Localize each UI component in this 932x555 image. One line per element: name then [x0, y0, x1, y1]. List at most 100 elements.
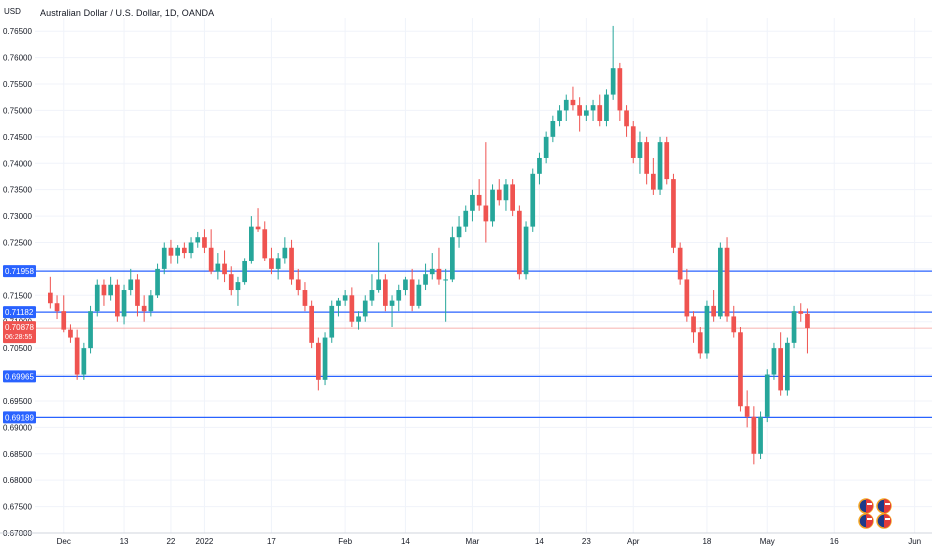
candle-body: [423, 274, 428, 285]
x-tick-label: Dec: [57, 537, 71, 546]
candle-body: [175, 247, 180, 256]
candle-body: [275, 258, 281, 269]
candle-body: [403, 279, 408, 291]
economic-event-flag-icon[interactable]: [858, 498, 874, 514]
x-tick-label: 13: [120, 537, 129, 546]
candle-body: [295, 279, 301, 291]
candle-body: [208, 247, 214, 272]
candle-body: [141, 305, 147, 312]
y-tick-label: 0.71500: [3, 291, 32, 300]
x-tick-label: Feb: [338, 537, 352, 546]
candle-body: [148, 295, 154, 312]
candle-body: [731, 316, 737, 333]
candle-body: [651, 173, 656, 190]
candle-body: [771, 348, 777, 375]
candle-body: [517, 210, 522, 275]
candle-body: [383, 279, 388, 306]
candle-body: [362, 300, 368, 317]
economic-event-flag-icon[interactable]: [858, 513, 874, 529]
y-tick-label: 0.76000: [3, 54, 32, 63]
candle-body: [664, 142, 670, 180]
candle-body: [684, 279, 690, 317]
level-price-badge: [3, 411, 36, 424]
level-price-badge: [3, 370, 36, 383]
candle-body: [563, 99, 569, 111]
candle-body: [188, 242, 194, 254]
economic-event-flag-icon[interactable]: [876, 498, 892, 514]
candle-body: [336, 300, 341, 306]
y-tick-label: 0.70500: [3, 344, 32, 353]
y-tick-label: 0.75000: [3, 106, 32, 115]
y-tick-label: 0.74500: [3, 133, 32, 142]
candle-body: [249, 226, 254, 261]
candle-body: [764, 374, 770, 417]
candle-body: [262, 229, 268, 259]
candle-body: [630, 126, 636, 158]
level-price-badge: [3, 306, 36, 319]
y-tick-label: 0.74000: [3, 159, 32, 168]
candle-body: [309, 305, 314, 343]
candle-body: [48, 292, 53, 304]
candle-body: [416, 284, 422, 306]
candle-body: [677, 247, 683, 280]
candle-body: [202, 237, 207, 248]
candle-body: [429, 268, 435, 275]
candle-body: [758, 416, 763, 454]
economic-event-flag-icon[interactable]: [876, 513, 892, 529]
candle-body: [738, 332, 743, 407]
candle-body: [356, 316, 361, 322]
y-tick-label: 0.67500: [3, 503, 32, 512]
candle-body: [302, 290, 308, 306]
y-tick-label: 0.72500: [3, 238, 32, 247]
y-tick-label: 0.68000: [3, 476, 32, 485]
candle-body: [329, 305, 335, 338]
x-tick-label: Apr: [627, 537, 640, 546]
candle-body: [785, 342, 790, 391]
candle-body: [68, 329, 73, 338]
candle-body: [718, 247, 723, 317]
y-tick-label: 0.75500: [3, 80, 32, 89]
candle-body: [161, 247, 167, 269]
candle-body: [269, 258, 274, 269]
candle-body: [503, 184, 509, 201]
candle-body: [791, 311, 797, 343]
candle-body: [155, 268, 160, 296]
candle-body: [550, 121, 556, 137]
candle-body: [610, 68, 616, 95]
candle-body: [597, 105, 603, 121]
candle-body: [490, 189, 495, 222]
x-tick-label: 14: [535, 537, 544, 546]
x-tick-label: 17: [267, 537, 276, 546]
candle-body: [289, 247, 294, 280]
level-price-label: 0.69189: [5, 413, 34, 422]
candle-body: [577, 105, 582, 116]
candle-body: [644, 142, 649, 174]
candle-body: [724, 247, 730, 317]
candle-body: [537, 157, 542, 174]
candle-body: [396, 290, 402, 301]
x-tick-label: 16: [830, 537, 839, 546]
candle-body: [691, 316, 696, 333]
x-tick-label: Mar: [466, 537, 480, 546]
candle-body: [751, 416, 757, 454]
candle-body: [604, 94, 609, 121]
x-tick-label: Jun: [908, 537, 921, 546]
bar-countdown-label: 06:28:55: [5, 334, 32, 341]
y-tick-label: 0.69500: [3, 397, 32, 406]
candle-body: [81, 348, 87, 375]
candle-body: [215, 263, 221, 272]
level-price-label: 0.71958: [5, 267, 34, 276]
candle-body: [61, 311, 67, 330]
candle-body: [369, 290, 375, 301]
candle-body: [195, 237, 201, 243]
candle-body: [282, 247, 288, 259]
candle-body: [805, 313, 810, 329]
candle-body: [94, 284, 100, 312]
candle-body: [88, 311, 93, 349]
candle-body: [744, 406, 750, 417]
candle-body: [128, 279, 134, 291]
candle-body: [322, 337, 328, 380]
candle-body: [235, 282, 241, 291]
